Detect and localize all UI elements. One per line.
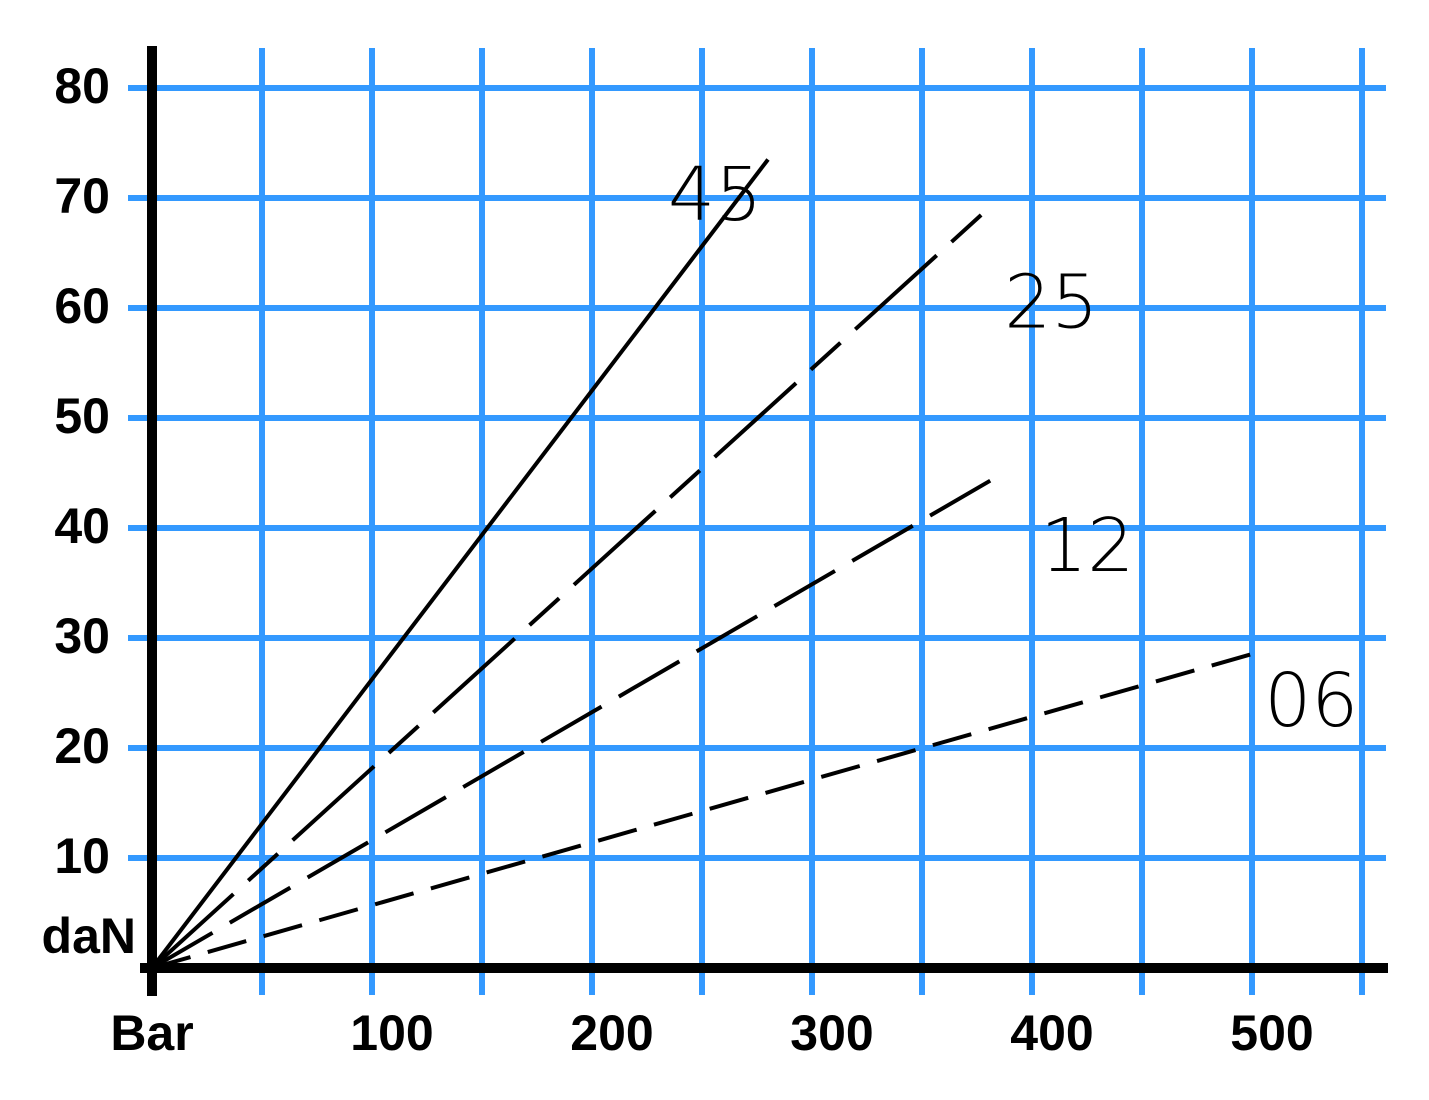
x-tick-label: 100 [350, 1005, 433, 1061]
x-tick-label: Bar [110, 1005, 193, 1061]
y-tick-label: 80 [54, 58, 110, 114]
series-label: 45 [668, 152, 762, 238]
x-tick-label: 300 [790, 1005, 873, 1061]
y-tick-label: daN [42, 908, 136, 964]
series-line [151, 651, 1255, 970]
y-tick-label: 60 [54, 278, 110, 334]
y-tick-label: 20 [54, 718, 110, 774]
x-tick-label: 400 [1010, 1005, 1093, 1061]
x-tick-label: 500 [1230, 1005, 1313, 1061]
y-tick-label: 70 [54, 168, 110, 224]
x-tick-label: 200 [570, 1005, 653, 1061]
series-label: 06 [1264, 658, 1358, 744]
series-line [150, 478, 992, 970]
series-label: 12 [1040, 503, 1134, 589]
series-label: 25 [1004, 259, 1098, 345]
y-tick-label: 30 [54, 608, 110, 664]
series-line [150, 158, 770, 970]
series-line [150, 205, 992, 970]
y-tick-label: 40 [54, 498, 110, 554]
y-tick-label: 10 [54, 828, 110, 884]
y-tick-label: 50 [54, 388, 110, 444]
